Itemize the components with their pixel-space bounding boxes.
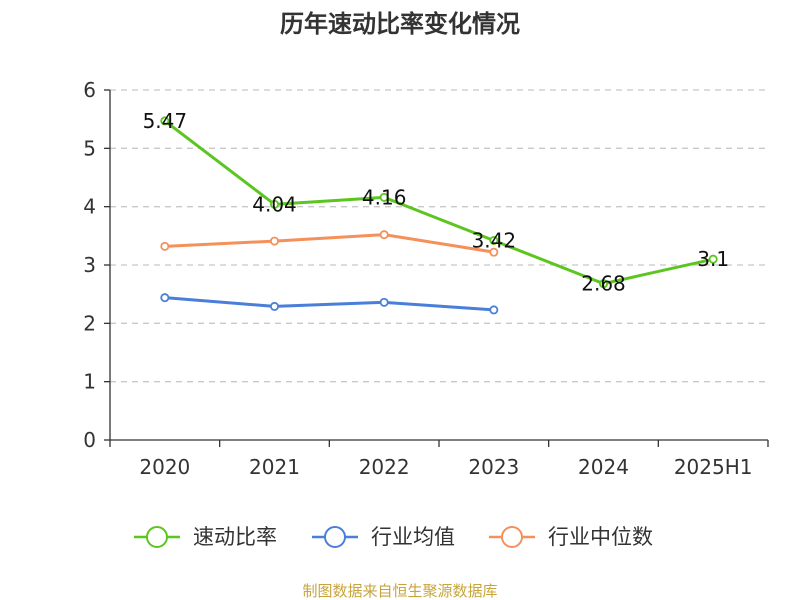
legend-label: 速动比率 — [193, 525, 277, 549]
data-point[interactable] — [379, 230, 389, 240]
data-label: 2.68 — [581, 272, 626, 296]
series-1 — [160, 293, 499, 315]
series-0 — [160, 116, 718, 289]
series-2 — [160, 230, 499, 257]
legend-item[interactable]: 行业均值 — [312, 525, 455, 549]
grid-lines — [110, 89, 768, 383]
x-tick-label: 2023 — [468, 455, 519, 479]
y-tick-label: 4 — [83, 195, 96, 219]
legend[interactable]: 速动比率 行业均值 行业中位数 — [134, 525, 653, 549]
data-label: 3.42 — [472, 229, 517, 253]
series-line — [163, 233, 496, 254]
chart-title: 历年速动比率变化情况 — [280, 10, 520, 38]
y-tick-label: 0 — [83, 428, 96, 452]
data-point[interactable] — [160, 116, 170, 126]
x-tick-label: 2025H1 — [674, 455, 753, 479]
legend-marker — [324, 526, 346, 548]
source-note: 制图数据来自恒生聚源数据库 — [302, 582, 497, 600]
data-label: 5.47 — [143, 109, 188, 133]
y-tick-label: 1 — [83, 370, 96, 394]
axes: 0 1 2 3 4 5 6 2020 2021 2022 2023 2024 2025H1 — [83, 78, 769, 479]
data-label: 4.16 — [362, 185, 407, 209]
legend-marker — [146, 526, 168, 548]
data-labels: 5.47 4.04 4.16 3.42 2.68 3.1 — [143, 109, 730, 296]
data-point[interactable] — [269, 199, 279, 209]
data-point[interactable] — [489, 247, 499, 257]
y-tick-label: 3 — [83, 253, 96, 277]
legend-item[interactable]: 行业中位数 — [489, 525, 653, 549]
legend-label: 行业中位数 — [548, 525, 653, 549]
data-label: 4.04 — [252, 192, 297, 216]
x-tick-label: 2022 — [359, 455, 410, 479]
data-point[interactable] — [379, 297, 389, 307]
data-point[interactable] — [379, 192, 389, 202]
data-point[interactable] — [599, 279, 609, 289]
data-point[interactable] — [160, 293, 170, 303]
data-point[interactable] — [269, 236, 279, 246]
data-point[interactable] — [160, 241, 170, 251]
series-line — [163, 296, 496, 312]
x-tick-label: 2021 — [249, 455, 300, 479]
data-point[interactable] — [489, 305, 499, 315]
data-label: 3.1 — [697, 247, 729, 271]
data-point[interactable] — [489, 235, 499, 245]
y-tick-label: 2 — [83, 311, 96, 335]
y-tick-label: 6 — [83, 78, 96, 102]
y-tick-label: 5 — [83, 136, 96, 160]
series-line — [163, 119, 715, 286]
data-point[interactable] — [708, 254, 718, 264]
legend-label: 行业均值 — [371, 525, 455, 549]
x-tick-label: 2024 — [578, 455, 629, 479]
x-tick-label: 2020 — [139, 455, 190, 479]
series-layer — [160, 116, 718, 315]
legend-item[interactable]: 速动比率 — [134, 525, 277, 549]
legend-marker — [501, 526, 523, 548]
data-point[interactable] — [269, 301, 279, 311]
